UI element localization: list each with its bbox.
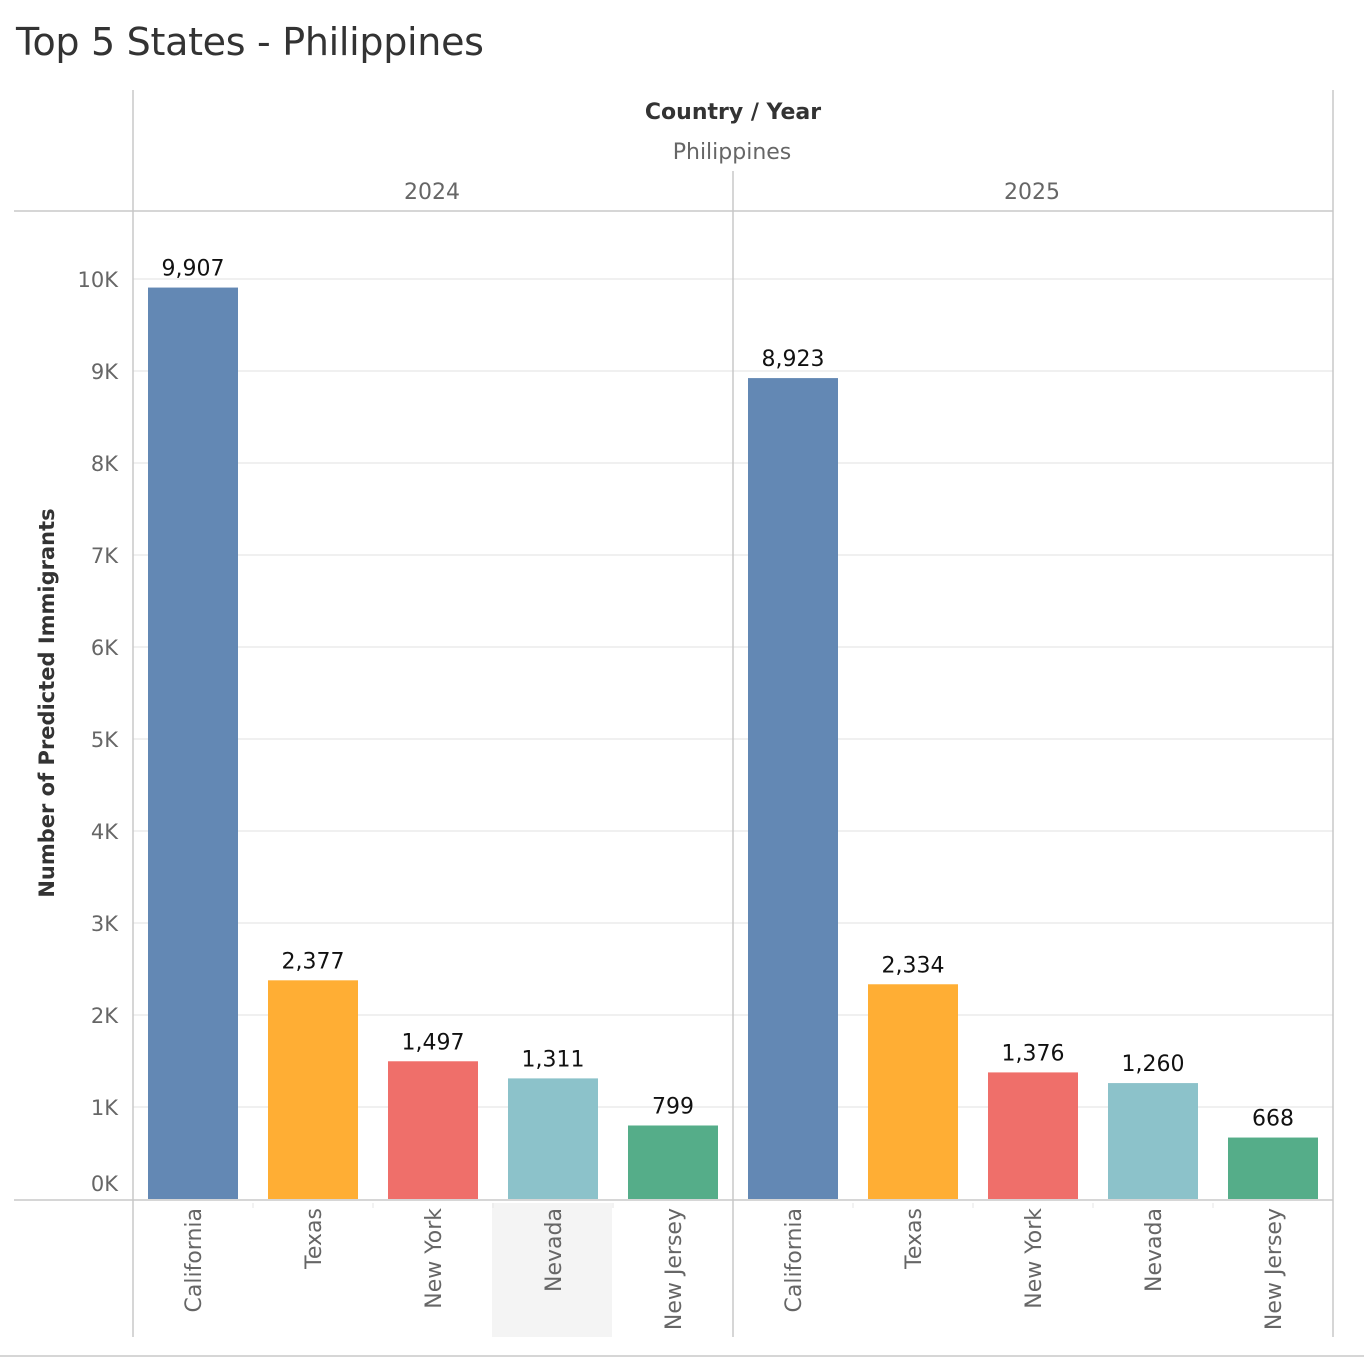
chart-title: Top 5 States - Philippines [16,20,484,64]
header-year-2025: 2025 [1004,180,1060,205]
data-label: 1,260 [1122,1052,1185,1077]
data-label: 799 [652,1094,694,1119]
data-label: 1,376 [1002,1041,1065,1066]
bar-2024-new-jersey[interactable] [628,1125,718,1199]
data-label: 1,497 [402,1030,465,1055]
y-tick-label: 8K [91,452,119,476]
x-category-label: Texas [302,1208,327,1270]
data-label: 668 [1252,1107,1294,1132]
data-label: 8,923 [762,347,825,372]
bar-2024-new-york[interactable] [388,1061,478,1199]
header-country: Philippines [673,140,792,165]
x-category-label: California [782,1208,807,1312]
data-label: 2,334 [882,953,945,978]
data-label: 2,377 [282,949,345,974]
x-category-label: California [182,1208,207,1312]
data-label: 9,907 [162,257,225,282]
category-highlight [492,1203,612,1337]
y-tick-label: 7K [91,544,119,568]
data-label: 1,311 [522,1047,585,1072]
header-dimension-label: Country / Year [645,100,821,125]
bar-2025-new-york[interactable] [988,1072,1078,1199]
x-category-label: Texas [902,1208,927,1270]
y-tick-label: 10K [78,268,120,292]
y-axis-title: Number of Predicted Immigrants [35,508,59,897]
x-category-label: New York [422,1208,447,1309]
y-tick-label: 0K [91,1172,119,1196]
y-tick-label: 4K [91,820,119,844]
x-category-label: New Jersey [662,1208,687,1330]
bar-2024-california[interactable] [148,287,238,1199]
bar-2024-texas[interactable] [268,980,358,1199]
x-category-label: New Jersey [1262,1208,1287,1330]
bar-2025-new-jersey[interactable] [1228,1137,1318,1199]
y-tick-label: 2K [91,1004,119,1028]
x-category-label: New York [1022,1208,1047,1309]
bar-2025-california[interactable] [748,378,838,1200]
y-tick-label: 9K [91,360,119,384]
y-tick-label: 3K [91,912,119,936]
y-tick-label: 1K [91,1096,119,1120]
bar-2025-nevada[interactable] [1108,1083,1198,1199]
x-category-label: Nevada [542,1208,567,1292]
bar-2025-texas[interactable] [868,984,958,1199]
bar-2024-nevada[interactable] [508,1078,598,1199]
y-tick-label: 5K [91,728,119,752]
y-tick-label: 6K [91,636,119,660]
header-year-2024: 2024 [404,180,460,205]
x-category-label: Nevada [1142,1208,1167,1292]
